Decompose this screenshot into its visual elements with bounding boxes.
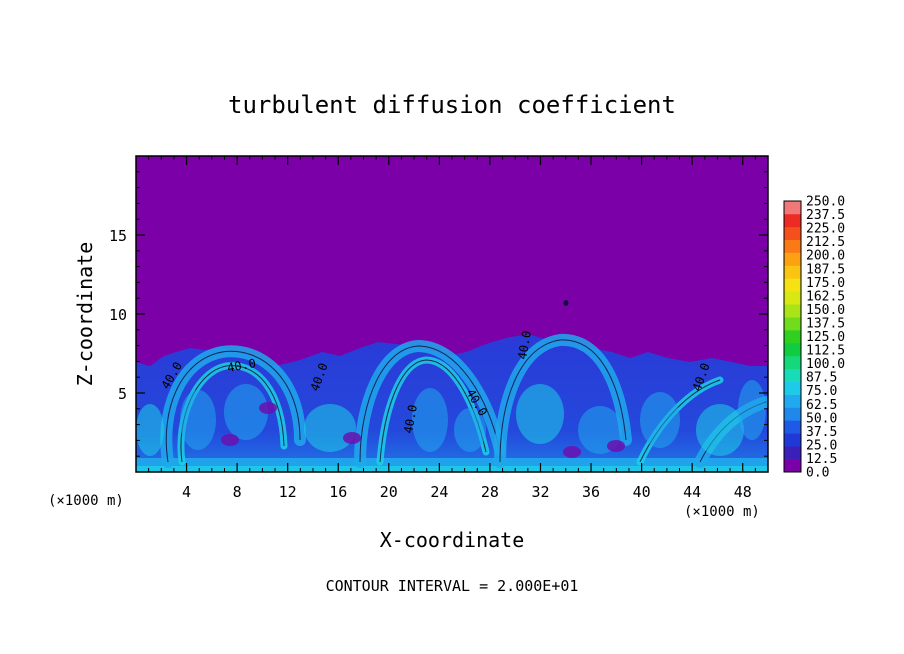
colorbar-swatch <box>784 278 801 292</box>
colorbar-label: 0.0 <box>806 466 829 481</box>
colorbar-label: 112.5 <box>806 344 845 359</box>
colorbar-swatch <box>784 252 801 266</box>
colorbar-label: 162.5 <box>806 289 845 304</box>
turbulent-eddy <box>180 390 216 450</box>
colorbar-label: 100.0 <box>806 357 845 372</box>
colorbar-swatch <box>784 420 801 434</box>
x-axis: 4 8 12 16 20 24 28 32 36 40 44 48 <box>148 156 756 501</box>
low-diffusion-pocket <box>563 446 581 458</box>
turbulent-eddy <box>224 384 268 440</box>
x-tick-label: 48 <box>734 483 752 501</box>
x-tick-label: 20 <box>380 483 398 501</box>
x-tick-label: 12 <box>279 483 297 501</box>
colorbar-swatch <box>784 433 801 447</box>
colorbar-swatch <box>784 213 801 228</box>
contour-value-label: 40.0 <box>226 356 257 375</box>
colorbar-label: 12.5 <box>806 452 837 467</box>
x-tick-label: 8 <box>233 483 242 501</box>
y-tick-label: 5 <box>118 385 127 403</box>
y-tick-label: 15 <box>109 227 127 245</box>
colorbar-label: 137.5 <box>806 316 845 331</box>
colorbar-swatch <box>784 342 801 357</box>
x-tick-label: 36 <box>582 483 600 501</box>
colorbar-label: 237.5 <box>806 208 845 223</box>
colorbar-label: 150.0 <box>806 303 845 318</box>
turbulent-eddy <box>640 392 680 448</box>
colorbar-swatch <box>784 446 801 460</box>
low-diffusion-pocket <box>607 440 625 452</box>
contour-line <box>359 345 501 463</box>
colorbar-label: 125.0 <box>806 330 845 345</box>
turbulent-eddy <box>136 404 164 456</box>
y-axis-label: Z-coordinate <box>73 242 97 387</box>
colorbar-label: 25.0 <box>806 438 837 453</box>
x-axis-label: X-coordinate <box>380 528 525 552</box>
colorbar-frame <box>783 200 802 473</box>
colorbar-swatch <box>784 381 801 395</box>
turbulent-eddy <box>696 404 744 456</box>
colorbar-swatch <box>784 407 801 421</box>
plot-area: 40.0 40.0 40.040.040.040.040.0 <box>136 156 768 472</box>
colorbar-swatch <box>784 330 801 344</box>
colorbar-label: 225.0 <box>806 222 845 237</box>
turbulent-eddy <box>738 380 766 440</box>
colorbar-swatch <box>784 304 801 318</box>
contour-interval-footer: CONTOUR INTERVAL = 2.000E+01 <box>326 577 579 595</box>
y-tick-label: 10 <box>109 306 127 324</box>
low-diffusion-pocket <box>343 432 361 444</box>
turbulence-features: 40.0 40.0 40.040.040.040.040.0 <box>136 300 768 472</box>
colorbar: 0.012.525.037.550.062.575.087.5100.0112.… <box>783 195 845 481</box>
x-unit-left: (×1000 m) <box>48 493 124 509</box>
colorbar-swatch <box>784 291 801 305</box>
colorbar-swatch <box>784 394 801 408</box>
colorbar-label: 62.5 <box>806 398 837 413</box>
colorbar-label: 250.0 <box>806 195 845 210</box>
low-diffusion-pocket <box>259 402 277 414</box>
colorbar-label: 87.5 <box>806 371 837 386</box>
x-tick-label: 28 <box>481 483 499 501</box>
colorbar-swatch <box>784 355 801 370</box>
colorbar-swatch <box>784 265 801 279</box>
contour-value-label: 40.0 <box>401 404 420 435</box>
contour-value-label: 40.0 <box>515 330 534 361</box>
colorbar-label: 50.0 <box>806 411 837 426</box>
colorbar-swatch <box>784 459 801 473</box>
x-unit-right: (×1000 m) <box>684 504 760 520</box>
x-tick-label: 32 <box>531 483 549 501</box>
colorbar-label: 187.5 <box>806 262 845 277</box>
x-tick-label: 24 <box>430 483 448 501</box>
x-tick-label: 16 <box>329 483 347 501</box>
contour-line <box>499 339 627 463</box>
turbulent-eddy <box>412 388 448 452</box>
colorbar-label: 200.0 <box>806 249 845 264</box>
colorbar-swatch <box>784 226 801 241</box>
turbulent-eddy <box>454 408 486 452</box>
colorbar-label: 212.5 <box>806 235 845 250</box>
x-tick-label: 4 <box>182 483 191 501</box>
isolated-feature <box>563 300 569 306</box>
x-tick-label: 44 <box>683 483 701 501</box>
chart-title: turbulent diffusion coefficient <box>228 91 676 119</box>
colorbar-swatch <box>784 201 801 215</box>
low-diffusion-pocket <box>221 434 239 446</box>
colorbar-label: 175.0 <box>806 276 845 291</box>
colorbar-swatch <box>784 239 801 253</box>
turbulent-eddy <box>304 404 356 452</box>
colorbar-label: 75.0 <box>806 384 837 399</box>
contour-line <box>165 350 301 463</box>
colorbar-swatch <box>784 368 801 382</box>
x-tick-label: 40 <box>633 483 651 501</box>
colorbar-label: 37.5 <box>806 425 837 440</box>
y-axis: 5 10 15 <box>109 171 768 457</box>
turbulent-eddy <box>516 384 564 444</box>
colorbar-swatch <box>784 317 801 331</box>
